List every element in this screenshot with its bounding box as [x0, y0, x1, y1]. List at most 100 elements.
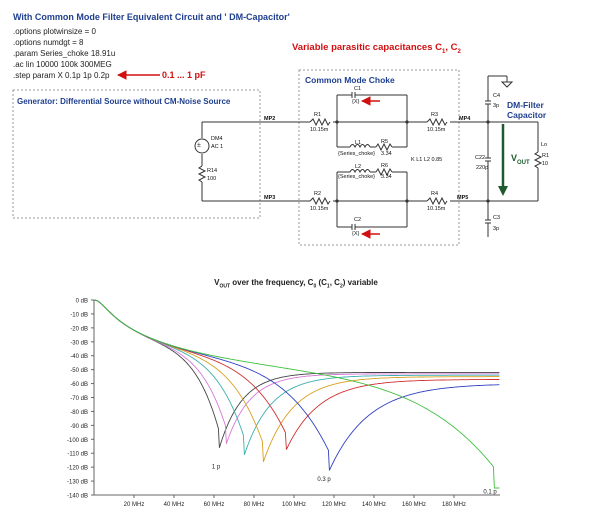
series-line-1	[94, 299, 500, 444]
variable-caps-sub1: 1	[441, 48, 446, 55]
choke-box	[298, 69, 460, 246]
c1-name: C1	[354, 86, 362, 92]
x-tick-label: 60 MHz	[204, 502, 225, 508]
y-tick-label: -110 dB	[67, 452, 88, 458]
y-tick-label: -60 dB	[70, 382, 88, 388]
spice-line: .options plotwinsize = 0	[13, 27, 96, 36]
dm4-name: DM4	[211, 136, 223, 142]
chart-title-sub1: 1	[326, 283, 330, 290]
r5-name: R5	[381, 139, 389, 145]
coupling-directive: K L1 L2 0.85	[411, 157, 443, 163]
vout-label: VOUT	[511, 153, 530, 166]
y-tick-label: -50 dB	[70, 368, 88, 374]
dm4-source	[194, 138, 210, 154]
net-mp3: MP3	[264, 195, 276, 201]
x-tick-label: 160 MHz	[402, 502, 426, 508]
y-tick-label: -20 dB	[70, 326, 88, 332]
step-annotation: 0.1 ... 1 pF	[162, 70, 206, 80]
r4-value: 10.15m	[427, 206, 446, 212]
l2-inductor	[349, 169, 371, 174]
r2-resistor	[309, 196, 331, 206]
vout-sub: OUT	[517, 159, 530, 166]
x-tick-label: 80 MHz	[244, 502, 265, 508]
chart-title-v: V	[214, 278, 220, 287]
y-tick-label: 0 dB	[76, 299, 88, 305]
r1-value: 10.15m	[310, 127, 329, 133]
load-tag: Lo	[541, 142, 548, 148]
ground-symbol	[500, 81, 514, 88]
x-tick-label: 100 MHz	[282, 502, 306, 508]
vout-text: V	[511, 153, 518, 163]
y-tick-label: -130 dB	[67, 480, 88, 486]
load-value: 10	[542, 161, 549, 167]
r2-value: 10.15m	[310, 206, 329, 212]
r2-name: R2	[314, 191, 322, 197]
l1-inductor	[349, 144, 371, 149]
r14-resistor	[197, 165, 207, 183]
r5-resistor	[375, 142, 393, 152]
chart-title-end: ) variable	[342, 278, 378, 287]
vout-chart: 0 dB -10 dB -20 dB -30 dB -40 dB -50 dB -60 dB…	[67, 299, 500, 508]
l1-value: {Series_choke}	[338, 151, 375, 157]
dm-capacitor-label: Capacitor	[507, 110, 547, 120]
l2-name: L2	[355, 164, 362, 170]
generator-label: Generator: Differential Source without C…	[17, 97, 231, 106]
r1-resistor	[309, 117, 331, 127]
r4-name: R4	[431, 191, 439, 197]
y-tick-label: -100 dB	[67, 438, 88, 444]
series-line-3	[94, 299, 500, 462]
schematic: ±	[12, 69, 543, 246]
y-tick-label: -80 dB	[70, 410, 88, 416]
y-tick-label: -40 dB	[70, 354, 88, 360]
net-mp5: MP5	[457, 195, 469, 201]
x-tick-label: 140 MHz	[362, 502, 386, 508]
vout-arrowhead	[498, 186, 508, 196]
curve-annotation: 0.3 p	[317, 477, 331, 483]
r6-name: R6	[381, 163, 389, 169]
variable-caps-text: Variable parasitic capacitances C	[292, 42, 442, 53]
chart-title-sub: OUT	[219, 283, 231, 290]
y-tick-label: -120 dB	[67, 466, 88, 472]
series-line-6	[94, 299, 500, 489]
c1-value: {X}	[352, 99, 360, 105]
variable-caps-sub2: 2	[457, 48, 461, 55]
x-tick-label: 20 MHz	[124, 502, 145, 508]
chart-title-sub0: 0	[313, 283, 317, 290]
r14-name: R14	[207, 168, 218, 174]
series-line-5	[94, 299, 500, 471]
l1-name: L1	[355, 140, 362, 146]
c2-value: {X}	[352, 231, 360, 237]
y-tick-label: -10 dB	[70, 312, 88, 318]
y-tick-label: -30 dB	[70, 340, 88, 346]
x-tick-label: 40 MHz	[164, 502, 185, 508]
choke-label: Common Mode Choke	[305, 75, 395, 85]
spice-line: .step param X 0.1p 1p 0.2p	[13, 71, 110, 80]
chart-title-tail: (C	[316, 278, 327, 287]
c4-value: 3p	[493, 103, 500, 109]
r5-value: 3.34	[381, 151, 392, 157]
source-plus-minus: ±	[197, 142, 201, 149]
dm4-value: AC 1	[211, 144, 224, 150]
y-tick-label: -70 dB	[70, 396, 88, 402]
y-tick-label: -140 dB	[67, 494, 88, 500]
chart-title: VOUT over the frequency, C0 (C1, C2) var…	[0, 278, 592, 290]
r1-name: R1	[314, 112, 322, 118]
chart-title-comma: , C	[329, 278, 340, 287]
r6-resistor	[375, 167, 393, 177]
spice-line: .ac lin 10000 100k 300MEG	[13, 60, 112, 69]
curve-annotation: 1 p	[212, 464, 221, 470]
curve-annotation: 0.1 p	[483, 489, 497, 495]
variable-caps-label: Variable parasitic capacitances C1, C2	[292, 42, 461, 55]
r3-resistor	[426, 117, 448, 127]
r6-value: 3.34	[381, 174, 392, 180]
x-tick-label: 180 MHz	[442, 502, 466, 508]
c22-name: C22	[475, 155, 486, 161]
c22-value: 220p	[476, 165, 489, 171]
variable-caps-mid: , C	[445, 42, 458, 53]
spice-directives: .options plotwinsize = 0 .options numdgt…	[13, 26, 115, 81]
net-mp2: MP2	[264, 116, 276, 122]
l2-value: {Series_choke}	[338, 174, 375, 180]
chart-title-sub2: 2	[339, 283, 343, 290]
series-line-0	[94, 299, 500, 448]
x-tick-label: 120 MHz	[322, 502, 346, 508]
